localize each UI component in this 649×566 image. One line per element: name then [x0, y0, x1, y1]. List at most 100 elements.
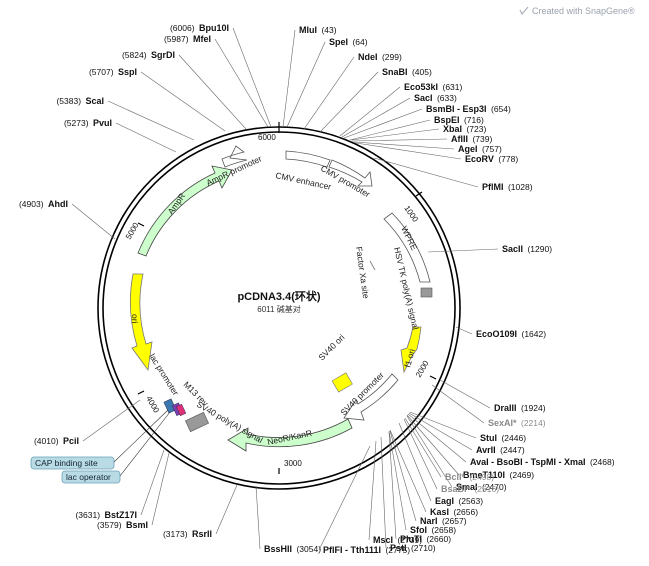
site-sexai-[interactable]: SexAI* (2214) [488, 413, 546, 430]
site-kasi[interactable]: KasI (2656) [430, 502, 478, 519]
sv40-polya-block[interactable] [185, 411, 209, 433]
site-psti[interactable]: PstI (2710) [390, 538, 436, 555]
site-sgrdi[interactable]: (5824) SgrDI [122, 45, 175, 62]
site-draiii[interactable]: DraIII (1924) [494, 398, 546, 415]
site-ndei[interactable]: NdeI (299) [358, 47, 402, 64]
site-rsrii[interactable]: (3173) RsrII [163, 524, 212, 541]
site-pluti[interactable]: PluTI (2660) [400, 529, 451, 546]
site-pvui[interactable]: (5273) PvuI [64, 113, 112, 130]
site-smai[interactable]: SmaI (2470) [456, 477, 507, 494]
site-pflfi-tth111i[interactable]: PflFI - Tth111I (2775) [323, 540, 410, 557]
site-snabi[interactable]: SnaBI (405) [382, 62, 432, 79]
cap-binding-site-badge[interactable]: CAP binding site [30, 456, 115, 470]
site-position: (3173) [163, 529, 188, 539]
site-leader-bsmbi-esp3i [343, 108, 423, 139]
factor-xa-mark [369, 260, 376, 271]
lac-operator-block[interactable] [163, 398, 177, 414]
site-name: RsrII [192, 529, 212, 539]
site-leader-eagi [398, 422, 432, 502]
site-eco53ki[interactable]: Eco53kI (631) [404, 77, 462, 94]
site-bspei[interactable]: BspEI (716) [434, 110, 484, 127]
site-mlui[interactable]: MluI (43) [299, 20, 337, 37]
site-leader-xbai [350, 128, 440, 141]
lac-promoter-block[interactable] [175, 403, 187, 417]
site-name: SacII [502, 244, 523, 254]
site-scai[interactable]: (5383) ScaI [56, 91, 104, 108]
site-label: NarI (2657) [420, 511, 467, 528]
site-agei[interactable]: AgeI (757) [458, 139, 502, 156]
ampr-arrow[interactable] [137, 165, 233, 257]
site-eagi[interactable]: EagI (2563) [435, 491, 483, 508]
site-position: (739) [472, 134, 492, 144]
site-aflii[interactable]: AflII (739) [451, 129, 492, 146]
site-label: MscI (2739) [373, 530, 422, 547]
site-name: SspI [118, 67, 137, 77]
site-leader-pcii [82, 399, 141, 442]
label-factor-xa: Factor Xa site [354, 246, 371, 300]
site-position: (405) [412, 67, 432, 77]
site-position: (299) [382, 52, 402, 62]
site-nari[interactable]: NarI (2657) [420, 511, 467, 528]
site-leader-psti [380, 436, 387, 549]
neor-kanr-arrow[interactable] [227, 418, 353, 452]
hsv-tk-polya-block[interactable] [420, 287, 433, 298]
site-ahdi[interactable]: (4903) AhdI [19, 194, 68, 211]
site-xbai[interactable]: XbaI (723) [443, 119, 486, 136]
site-ecoo109i[interactable]: EcoO109I (1642) [476, 324, 546, 341]
wpre-feature[interactable] [383, 212, 431, 283]
sv40-ori-block[interactable] [331, 372, 353, 393]
site-name: SnaBI [382, 67, 408, 77]
site-name: Bpu10I [199, 23, 229, 33]
site-position: (1290) [527, 244, 552, 254]
site-position: (2470) [482, 482, 507, 492]
site-sfoi[interactable]: SfoI (2658) [410, 520, 456, 537]
site-bcli-[interactable]: BclI* (2498) [445, 467, 494, 484]
sv40-promoter-arrow[interactable] [343, 373, 399, 421]
site-bsmbi-esp3i[interactable]: BsmBI - Esp3I (654) [426, 99, 511, 116]
site-bstz17i[interactable]: (3631) BstZ17I [75, 505, 137, 522]
site-mfei[interactable]: (5987) MfeI [164, 29, 211, 46]
site-msci[interactable]: MscI (2739) [373, 530, 422, 547]
site-leader-bspei [349, 119, 431, 141]
site-bmet110i[interactable]: BmeT110I (2469) [463, 465, 534, 482]
site-leader-pflmi [373, 157, 479, 188]
site-pcii[interactable]: (4010) PciI [34, 431, 79, 448]
cmv-enhancer-arrow[interactable] [285, 150, 331, 168]
site-bsmi[interactable]: (3579) BsmI [97, 515, 148, 532]
site-name: SgrDI [151, 50, 175, 60]
site-leader-bstz17i [140, 449, 165, 516]
site-label: (5273) PvuI [64, 113, 112, 130]
site-bpu10i[interactable]: (6006) Bpu10I [170, 18, 229, 35]
site-leader-ecoo109i [455, 326, 473, 335]
site-avrii[interactable]: AvrII (2447) [476, 440, 525, 457]
site-ecorv[interactable]: EcoRV (778) [465, 149, 518, 166]
site-position: (2447) [500, 445, 525, 455]
cmv-promoter-arrow[interactable] [328, 159, 373, 187]
site-pflmi[interactable]: PflMI (1028) [482, 177, 533, 194]
site-position: (5273) [64, 118, 89, 128]
site-name: StuI [480, 433, 497, 443]
site-spei[interactable]: SpeI (64) [329, 32, 368, 49]
site-position: (2710) [411, 543, 436, 553]
site-label: (3579) BsmI [97, 515, 148, 532]
site-sspi[interactable]: (5707) SspI [89, 62, 137, 79]
site-bsshii[interactable]: BssHII (3054) [264, 539, 321, 556]
site-label: (6006) Bpu10I [170, 18, 229, 35]
site-leader-scai [107, 100, 195, 141]
tick-3000: 3000 [284, 459, 302, 468]
ampr-promoter-arrow[interactable] [221, 145, 248, 168]
site-label: SpeI (64) [329, 32, 368, 49]
f1-ori-arrow[interactable] [400, 326, 422, 374]
site-position: (2739) [397, 535, 422, 545]
site-label: PluTI (2660) [400, 529, 451, 546]
site-stui[interactable]: StuI (2446) [480, 428, 526, 445]
site-leader-draiii [439, 379, 491, 409]
site-position: (631) [442, 82, 462, 92]
site-bsabi-[interactable]: BsaBI* (2516) [441, 479, 499, 496]
site-saci[interactable]: SacI (633) [414, 88, 457, 105]
site-name: BmeT110I [463, 470, 505, 480]
ori-arrow[interactable] [129, 273, 153, 372]
lac-operator-badge[interactable]: lac operator [61, 470, 121, 484]
site-avai-bsobi-tspmi-xmai[interactable]: AvaI - BsoBI - TspMI - XmaI (2468) [470, 452, 615, 469]
site-sacii[interactable]: SacII (1290) [502, 239, 552, 256]
